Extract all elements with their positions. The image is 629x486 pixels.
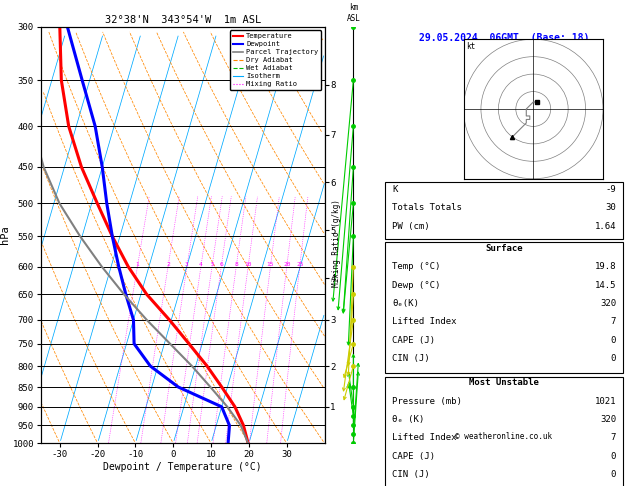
Text: Pressure (mb): Pressure (mb) bbox=[392, 397, 462, 406]
Text: Most Unstable: Most Unstable bbox=[469, 378, 539, 387]
Text: θₑ(K): θₑ(K) bbox=[392, 299, 419, 308]
Text: 1: 1 bbox=[135, 261, 139, 266]
Text: 320: 320 bbox=[600, 299, 616, 308]
Text: 2: 2 bbox=[166, 261, 170, 266]
Text: © weatheronline.co.uk: © weatheronline.co.uk bbox=[455, 432, 553, 441]
X-axis label: Dewpoint / Temperature (°C): Dewpoint / Temperature (°C) bbox=[103, 462, 262, 472]
Text: 0: 0 bbox=[611, 470, 616, 479]
Text: 20: 20 bbox=[283, 261, 291, 266]
Text: 5: 5 bbox=[210, 261, 214, 266]
Text: 25: 25 bbox=[296, 261, 304, 266]
Text: -9: -9 bbox=[605, 185, 616, 194]
Text: 4: 4 bbox=[199, 261, 203, 266]
Text: 7: 7 bbox=[611, 317, 616, 327]
Text: CAPE (J): CAPE (J) bbox=[392, 451, 435, 461]
Text: 19.8: 19.8 bbox=[594, 262, 616, 272]
Text: LCL: LCL bbox=[326, 429, 340, 438]
Text: 29.05.2024  06GMT  (Base: 18): 29.05.2024 06GMT (Base: 18) bbox=[419, 33, 589, 43]
Text: Surface: Surface bbox=[485, 244, 523, 253]
Text: Lifted Index: Lifted Index bbox=[392, 317, 457, 327]
Text: 0: 0 bbox=[611, 336, 616, 345]
Text: 8: 8 bbox=[235, 261, 238, 266]
Text: 0: 0 bbox=[611, 354, 616, 363]
Y-axis label: hPa: hPa bbox=[0, 226, 9, 244]
Text: 7: 7 bbox=[611, 433, 616, 442]
Text: Totals Totals: Totals Totals bbox=[392, 203, 462, 212]
Text: 1021: 1021 bbox=[594, 397, 616, 406]
Text: θₑ (K): θₑ (K) bbox=[392, 415, 424, 424]
Text: CIN (J): CIN (J) bbox=[392, 470, 430, 479]
Text: 0: 0 bbox=[611, 451, 616, 461]
Text: 10: 10 bbox=[245, 261, 252, 266]
Bar bbox=[384, 243, 623, 373]
Title: 32°38'N  343°54'W  1m ASL: 32°38'N 343°54'W 1m ASL bbox=[104, 15, 261, 25]
Legend: Temperature, Dewpoint, Parcel Trajectory, Dry Adiabat, Wet Adiabat, Isotherm, Mi: Temperature, Dewpoint, Parcel Trajectory… bbox=[230, 30, 321, 90]
Bar bbox=[384, 377, 623, 486]
Text: Mixing Ratio (g/kg): Mixing Ratio (g/kg) bbox=[332, 199, 341, 287]
Text: K: K bbox=[392, 185, 398, 194]
Text: Lifted Index: Lifted Index bbox=[392, 433, 457, 442]
Text: 1.64: 1.64 bbox=[594, 222, 616, 231]
Text: 30: 30 bbox=[605, 203, 616, 212]
Text: CAPE (J): CAPE (J) bbox=[392, 336, 435, 345]
Text: 15: 15 bbox=[267, 261, 274, 266]
Bar bbox=[384, 182, 623, 239]
Text: 14.5: 14.5 bbox=[594, 281, 616, 290]
Text: Dewp (°C): Dewp (°C) bbox=[392, 281, 440, 290]
Text: 3: 3 bbox=[185, 261, 189, 266]
Text: PW (cm): PW (cm) bbox=[392, 222, 430, 231]
Text: km
ASL: km ASL bbox=[347, 3, 360, 22]
Text: 320: 320 bbox=[600, 415, 616, 424]
Text: CIN (J): CIN (J) bbox=[392, 354, 430, 363]
Text: 6: 6 bbox=[220, 261, 223, 266]
Text: Temp (°C): Temp (°C) bbox=[392, 262, 440, 272]
